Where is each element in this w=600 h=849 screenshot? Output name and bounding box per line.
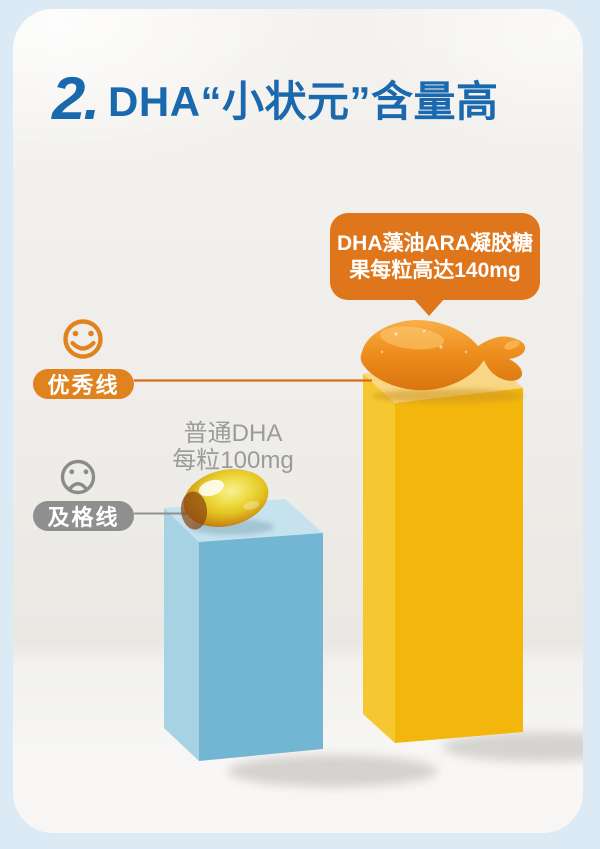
happy-face-icon (63, 319, 103, 359)
callout-line-1: DHA藻油ARA凝胶糖 (337, 231, 533, 255)
title-text: DHA“小状元”含量高 (108, 77, 499, 125)
yellow-bar-front-face (395, 388, 523, 743)
fish-gummy-icon (360, 319, 526, 403)
ordinary-dha-caption: 普通DHA 每粒100mg (153, 420, 313, 474)
callout-line-2: 果每粒高达140mg (349, 258, 521, 282)
yellow-bar-left-face (363, 374, 395, 743)
excellent-line-badge: 优秀线 (33, 369, 134, 399)
fish-contact-shadow (372, 389, 524, 403)
bar-gummy-dha (363, 359, 523, 743)
dha-softgel-capsule-icon (180, 469, 274, 535)
ordinary-dha-value: 每粒100mg (172, 447, 294, 474)
bar-chart-scene (60, 319, 583, 787)
blue-bar-front-face (199, 533, 323, 761)
sad-face-icon (60, 459, 96, 495)
callout-bubble: DHA藻油ARA凝胶糖 果每粒高达140mg (330, 213, 540, 300)
bar-ordinary-dha (164, 499, 323, 761)
callout-pointer (412, 297, 446, 316)
yellow-bar-floor-shadow (443, 732, 583, 762)
ordinary-dha-name: 普通DHA (183, 420, 283, 447)
blue-bar-floor-shadow (228, 755, 438, 787)
page-title: 2. DHA“小状元”含量高 (52, 65, 499, 132)
title-number: 2. (52, 65, 100, 132)
blue-bar-left-face (164, 508, 199, 761)
pass-line-badge: 及格线 (33, 501, 134, 531)
